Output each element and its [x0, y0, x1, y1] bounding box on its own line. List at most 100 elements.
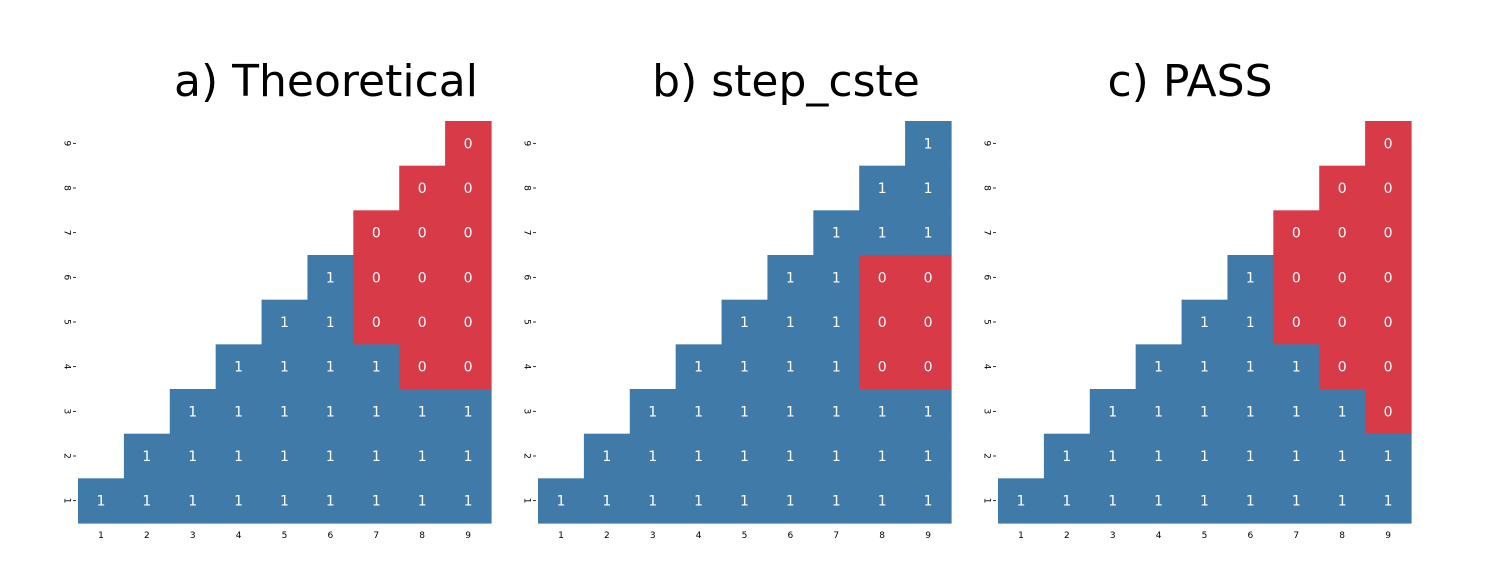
cell-value-label: 1 [878, 494, 887, 510]
cell-value-label: 0 [464, 270, 473, 286]
heatmap-cell [813, 210, 860, 256]
cell-value-label: 0 [1384, 226, 1393, 242]
cell-value-label: 1 [924, 449, 933, 465]
y-tick-label: 9 [522, 140, 532, 146]
cell-value-label: 1 [1292, 449, 1301, 465]
cell-value-label: 1 [1246, 360, 1255, 376]
x-tick-label: 8 [879, 531, 885, 541]
cell-value-label: 1 [326, 360, 335, 376]
heatmap-cell [169, 433, 217, 479]
heatmap-cell [307, 433, 354, 479]
cell-value-label: 1 [142, 449, 151, 465]
cell-value-label: 1 [464, 494, 473, 510]
cell-value-label: 1 [740, 494, 749, 510]
y-tick-label: 3 [982, 408, 992, 414]
panel-a-cells: 0 0 0 0 0 0 1 0 0 0 1 1 0 0 0 1 1 1 1 0 0 1 1 1 1 1 1 1 1 1 1 1 1 1 1 1 1 1 1 1… [78, 121, 492, 524]
heatmap-cell [905, 121, 952, 167]
cell-value-label: 0 [1384, 136, 1393, 152]
y-tick-label: 2 [982, 453, 992, 459]
cell-value-label: 1 [1154, 449, 1163, 465]
cell-value-label: 0 [924, 360, 933, 376]
heatmap-cell [399, 389, 446, 435]
cell-value-label: 1 [832, 270, 841, 286]
heatmap-cell [813, 478, 860, 524]
x-tick-label: 5 [282, 531, 288, 541]
x-tick-label: 6 [788, 531, 794, 541]
cell-value-label: 1 [1200, 449, 1209, 465]
heatmap-cell [859, 389, 906, 435]
heatmap-cell [813, 389, 860, 435]
heatmap-cell [813, 299, 860, 345]
cell-value-label: 1 [1246, 270, 1255, 286]
cell-value-label: 1 [1062, 449, 1071, 465]
x-tick-label: 3 [190, 531, 196, 541]
y-tick-label: 1 [62, 498, 72, 504]
cell-value-label: 1 [1246, 449, 1255, 465]
cell-value-label: 1 [234, 449, 243, 465]
heatmap-cell [721, 299, 769, 345]
heatmap-cell [675, 478, 723, 524]
heatmap-cell [905, 389, 952, 435]
cell-value-label: 1 [372, 494, 381, 510]
y-tick-label: 1 [982, 498, 992, 504]
y-tick-label: 3 [62, 408, 72, 414]
y-tick-label: 7 [522, 230, 532, 236]
heatmap-cell [1365, 121, 1412, 167]
cell-value-label: 1 [234, 404, 243, 420]
heatmap-cell [813, 344, 860, 390]
panel-c-cells: 0 0 0 0 0 0 1 0 0 0 1 1 0 0 0 1 1 1 1 0 0 1 1 1 1 1 1 0 1 1 1 1 1 1 1 1 1 1 1 1… [998, 121, 1412, 524]
heatmap-cell [1365, 210, 1412, 256]
heatmap-cell [905, 255, 952, 301]
cell-value-label: 1 [372, 360, 381, 376]
y-tick-label: 6 [522, 274, 532, 280]
cell-value-label: 0 [418, 226, 427, 242]
heatmap-cell [767, 299, 814, 345]
cell-value-label: 0 [1292, 226, 1301, 242]
x-tick-label: 5 [742, 531, 748, 541]
panel-b: b) step_cste 11 11 1 11 1 0 01 1 1 0 01 1 1 1 0 01 1 1 1 1 1… [522, 56, 952, 541]
heatmap-cell [353, 478, 400, 524]
heatmap-cell [353, 433, 400, 479]
heatmap-cell [123, 433, 171, 479]
heatmap-cell [307, 389, 354, 435]
cell-value-label: 0 [1384, 315, 1393, 331]
cell-value-label: 1 [924, 136, 933, 152]
heatmap-cell [1273, 255, 1320, 301]
heatmap-cell [1273, 299, 1320, 345]
cell-value-label: 1 [602, 494, 611, 510]
x-tick-label: 8 [1339, 531, 1345, 541]
heatmap-cell [583, 433, 631, 479]
heatmap-cell [307, 478, 354, 524]
heatmap-cell [1135, 344, 1183, 390]
heatmap-cell [261, 299, 309, 345]
cell-value-label: 0 [878, 270, 887, 286]
heatmap-cell [675, 433, 723, 479]
y-tick-label: 5 [62, 319, 72, 325]
cell-value-label: 1 [1200, 494, 1209, 510]
y-tick-label: 4 [62, 364, 72, 370]
heatmap-cell [905, 433, 952, 479]
cell-value-label: 0 [924, 270, 933, 286]
heatmap-cell [859, 478, 906, 524]
cell-value-label: 1 [602, 449, 611, 465]
heatmap-cell [445, 299, 492, 345]
heatmap-cell [261, 389, 309, 435]
cell-value-label: 0 [1338, 270, 1347, 286]
heatmap-cell [813, 255, 860, 301]
cell-value-label: 1 [832, 449, 841, 465]
heatmap-cell [1043, 433, 1091, 479]
heatmap-cell [859, 210, 906, 256]
cell-value-label: 1 [694, 449, 703, 465]
cell-value-label: 1 [832, 494, 841, 510]
heatmap-cell [767, 433, 814, 479]
y-tick-label: 5 [982, 319, 992, 325]
panel-c: c) PASS 00 00 0 01 0 0 01 1 0 0 01 1 1 1 0 01 1 1 1 1 1 01 1 1 1… [982, 56, 1412, 541]
cell-value-label: 0 [1292, 270, 1301, 286]
y-tick-label: 2 [522, 453, 532, 459]
heatmap-cell [399, 433, 446, 479]
cell-value-label: 1 [234, 494, 243, 510]
cell-value-label: 1 [740, 449, 749, 465]
cell-value-label: 0 [418, 315, 427, 331]
cell-value-label: 1 [280, 360, 289, 376]
